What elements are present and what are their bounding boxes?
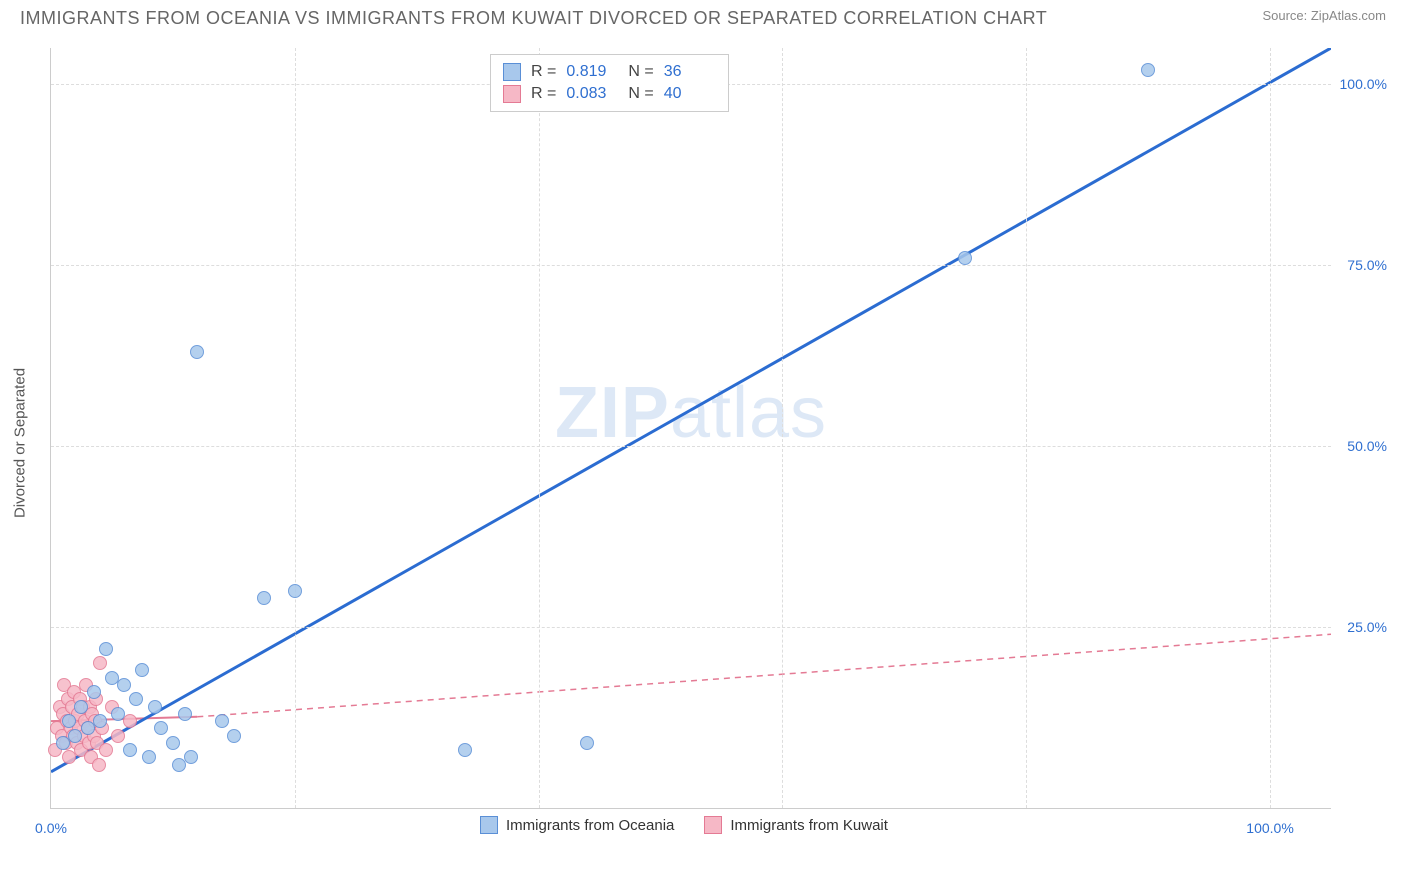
kuwait-point (123, 714, 137, 728)
oceania-point (111, 707, 125, 721)
watermark-bold: ZIP (555, 373, 670, 453)
chart-title: IMMIGRANTS FROM OCEANIA VS IMMIGRANTS FR… (20, 8, 1047, 29)
swatch-kuwait (503, 85, 521, 103)
oceania-point (99, 642, 113, 656)
oceania-point (166, 736, 180, 750)
source-label: Source: ZipAtlas.com (1262, 8, 1386, 23)
n-value-oceania: 36 (664, 63, 716, 81)
legend-label-kuwait: Immigrants from Kuwait (730, 817, 888, 834)
watermark: ZIPatlas (555, 372, 827, 454)
n-value-kuwait: 40 (664, 85, 716, 103)
n-label: N = (628, 85, 653, 103)
kuwait-point (99, 743, 113, 757)
oceania-point (215, 714, 229, 728)
r-value-kuwait: 0.083 (566, 85, 618, 103)
y-tick-label: 100.0% (1331, 76, 1387, 92)
r-value-oceania: 0.819 (566, 63, 618, 81)
oceania-point (148, 700, 162, 714)
oceania-point (142, 750, 156, 764)
oceania-point (135, 663, 149, 677)
oceania-point (178, 707, 192, 721)
kuwait-point (93, 656, 107, 670)
x-tick-label: 0.0% (35, 820, 67, 836)
oceania-point (123, 743, 137, 757)
oceania-point (93, 714, 107, 728)
x-tick-label: 100.0% (1246, 820, 1293, 836)
oceania-point (958, 251, 972, 265)
r-label: R = (531, 63, 556, 81)
watermark-light: atlas (670, 373, 827, 453)
legend-item-oceania: Immigrants from Oceania (480, 816, 674, 834)
kuwait-point (92, 758, 106, 772)
oceania-point (129, 692, 143, 706)
oceania-point (1141, 63, 1155, 77)
y-tick-label: 75.0% (1331, 257, 1387, 273)
oceania-point (580, 736, 594, 750)
stats-row-kuwait: R = 0.083 N = 40 (503, 83, 716, 105)
source-prefix: Source: (1262, 8, 1310, 23)
oceania-point (62, 714, 76, 728)
plot-container: Divorced or Separated ZIPatlas 25.0%50.0… (50, 48, 1386, 838)
bottom-legend: Immigrants from Oceania Immigrants from … (480, 816, 888, 834)
oceania-point (74, 700, 88, 714)
source-name: ZipAtlas.com (1311, 8, 1386, 23)
legend-item-kuwait: Immigrants from Kuwait (704, 816, 888, 834)
oceania-point (154, 721, 168, 735)
n-label: N = (628, 63, 653, 81)
oceania-point (458, 743, 472, 757)
stats-legend-box: R = 0.819 N = 36 R = 0.083 N = 40 (490, 54, 729, 112)
trend-lines-svg (51, 48, 1331, 808)
r-label: R = (531, 85, 556, 103)
oceania-point (117, 678, 131, 692)
plot-area: ZIPatlas 25.0%50.0%75.0%100.0%0.0%100.0% (50, 48, 1331, 809)
oceania-point (184, 750, 198, 764)
oceania-point (227, 729, 241, 743)
swatch-oceania (480, 816, 498, 834)
y-tick-label: 50.0% (1331, 438, 1387, 454)
y-axis-title: Divorced or Separated (12, 368, 29, 518)
oceania-point (288, 584, 302, 598)
oceania-point (257, 591, 271, 605)
swatch-oceania (503, 63, 521, 81)
oceania-point (87, 685, 101, 699)
kuwait-point (111, 729, 125, 743)
legend-label-oceania: Immigrants from Oceania (506, 817, 674, 834)
oceania-point (190, 345, 204, 359)
y-tick-label: 25.0% (1331, 619, 1387, 635)
swatch-kuwait (704, 816, 722, 834)
stats-row-oceania: R = 0.819 N = 36 (503, 61, 716, 83)
